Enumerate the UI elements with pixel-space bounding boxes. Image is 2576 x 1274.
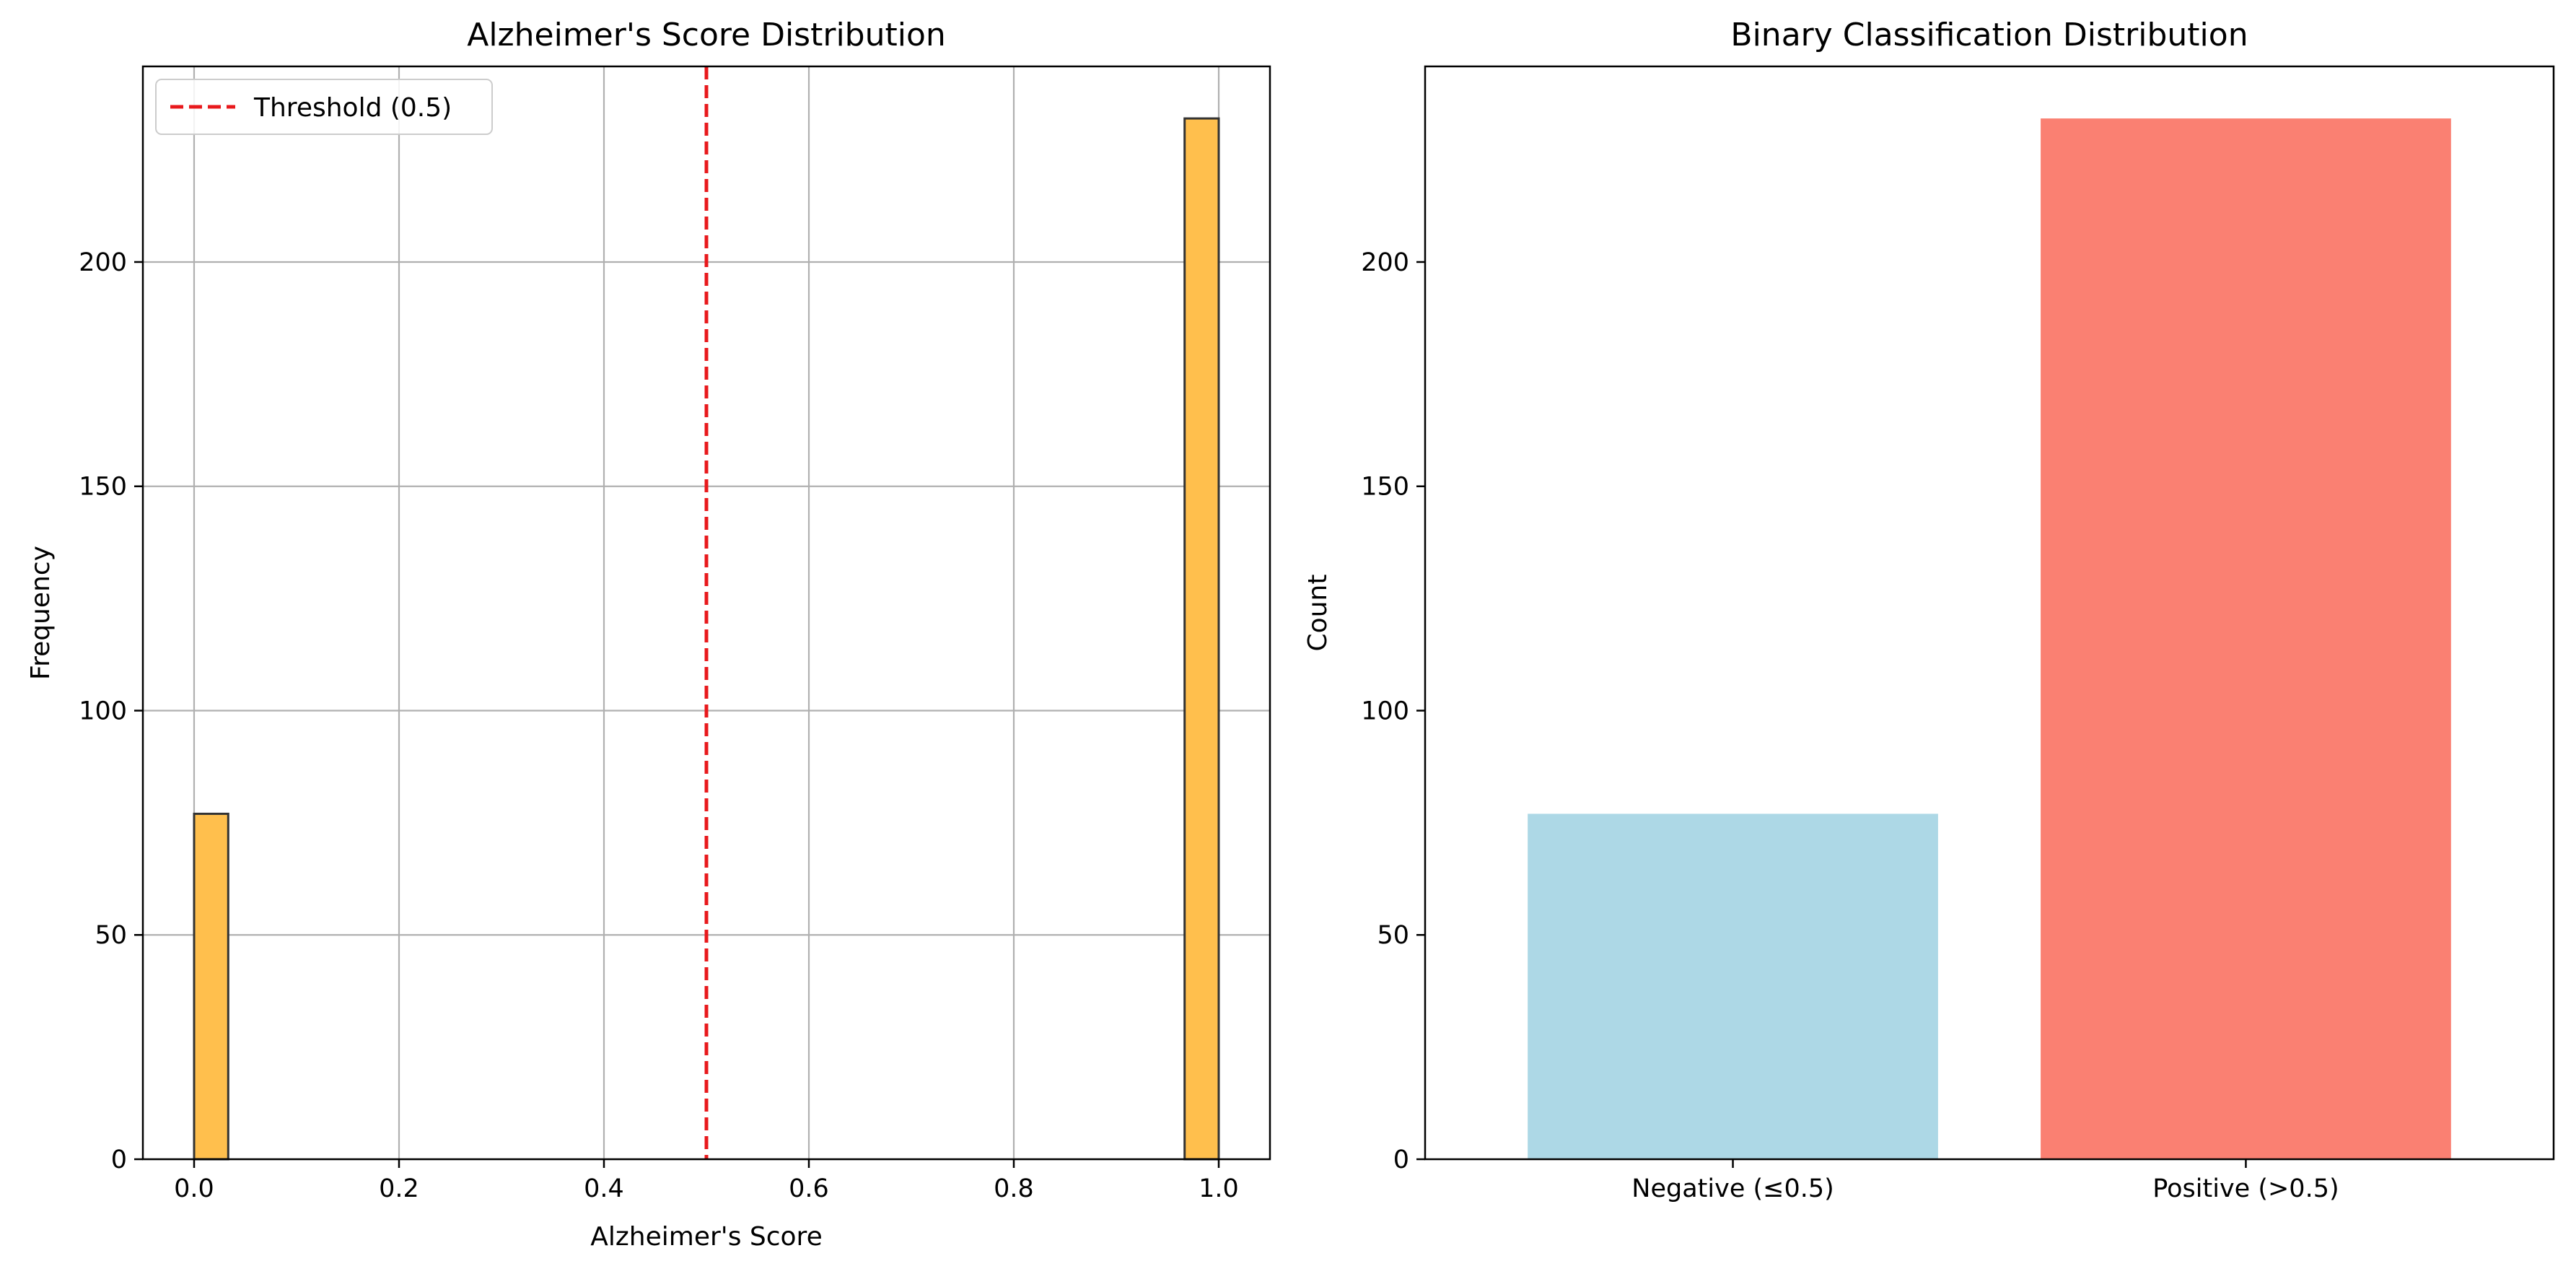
histogram-bar (1183, 117, 1220, 1161)
y-tick-label: 0 (111, 1146, 127, 1174)
y-tick-label: 100 (79, 697, 127, 725)
x-tick-label: 0.6 (789, 1174, 829, 1203)
x-tick-label: 0.0 (174, 1174, 214, 1203)
bars (1528, 118, 2451, 1160)
y-tick-label: 200 (79, 248, 127, 277)
y-tick-label: 150 (79, 473, 127, 502)
bar (1528, 813, 1938, 1159)
bar-chart-panel: Binary Classification Distribution Negat… (1303, 17, 2555, 1203)
y-tick-label: 50 (1377, 921, 1409, 950)
chart-title: Alzheimer's Score Distribution (467, 17, 946, 53)
y-tick-label: 200 (1361, 248, 1409, 277)
y-tick-label: 100 (1361, 697, 1409, 725)
plot-frame (141, 65, 1271, 1161)
histogram-bar (193, 812, 229, 1161)
y-tick-label: 0 (1393, 1146, 1409, 1174)
x-tick-label: 0.8 (994, 1174, 1034, 1203)
x-tick-label: Negative (≤0.5) (1631, 1174, 1834, 1203)
y-axis-ticks: 0 50 100 150 200 (1361, 248, 1425, 1174)
x-tick-label: Positive (>0.5) (2152, 1174, 2339, 1203)
histogram-panel: Alzheimer's Score Distribution 0.0 0.2 0.4… (26, 17, 1271, 1252)
y-axis-label: Frequency (26, 546, 56, 680)
chart-title: Binary Classification Distribution (1730, 17, 2248, 53)
legend-label: Threshold (0.5) (253, 93, 452, 123)
x-tick-label: 1.0 (1199, 1174, 1239, 1203)
x-axis-label: Alzheimer's Score (590, 1222, 822, 1252)
legend-box (155, 79, 493, 135)
x-axis-ticks: Negative (≤0.5) Positive (>0.5) (1631, 1159, 2339, 1203)
plot-frame (1424, 65, 2555, 1161)
x-tick-label: 0.4 (584, 1174, 624, 1203)
x-tick-label: 0.2 (379, 1174, 419, 1203)
legend: Threshold (0.5) (155, 79, 493, 135)
y-axis-ticks: 0 50 100 150 200 (79, 248, 143, 1174)
x-axis-ticks: 0.0 0.2 0.4 0.6 0.8 1.0 (174, 1159, 1239, 1203)
y-axis-label: Count (1303, 575, 1333, 652)
histogram-bars (193, 117, 1220, 1161)
bar (2041, 118, 2451, 1160)
y-tick-label: 150 (1361, 473, 1409, 502)
y-tick-label: 50 (95, 921, 127, 950)
